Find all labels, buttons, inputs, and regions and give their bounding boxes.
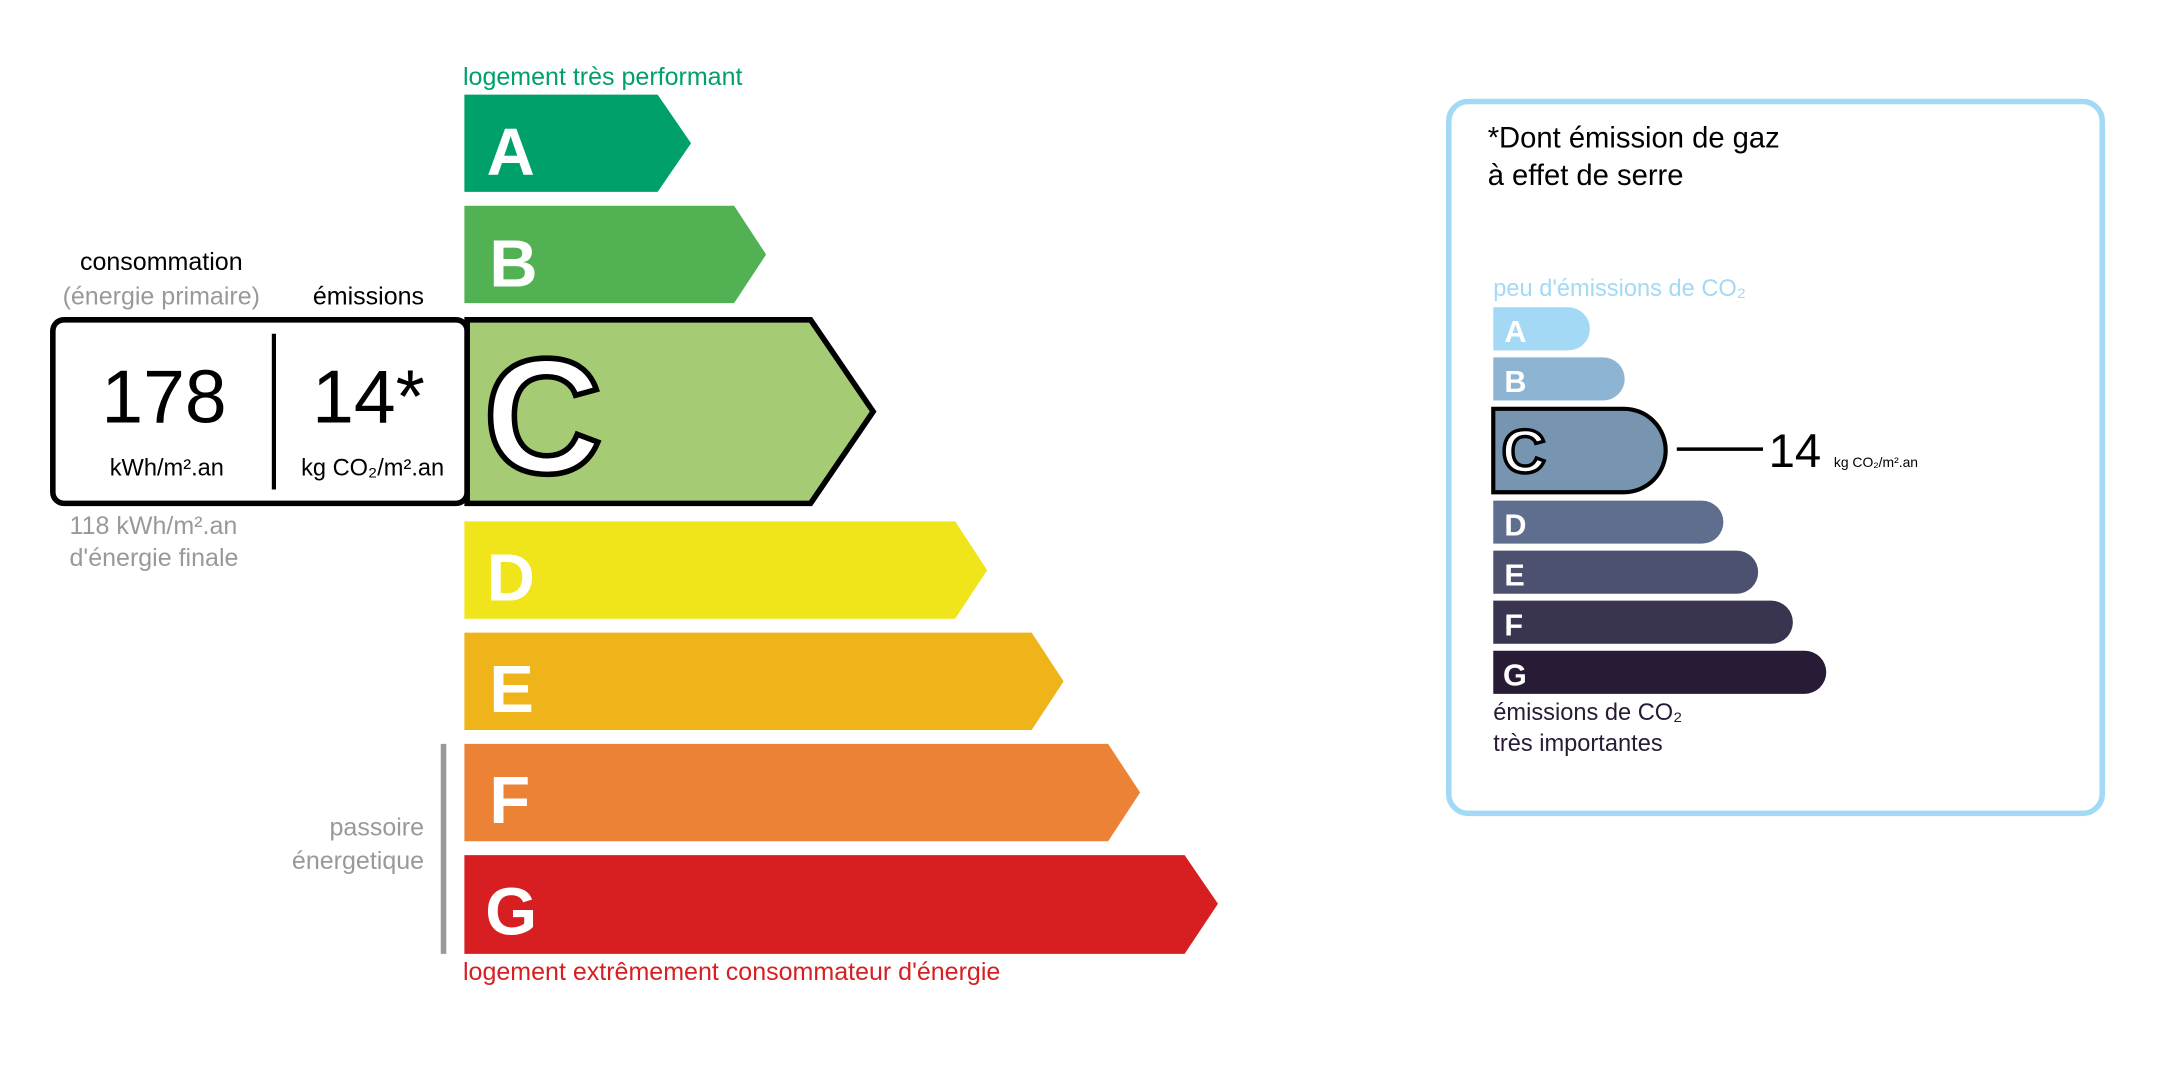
energy-letter-a: A <box>487 116 535 190</box>
consumption-unit: kWh/m².an <box>110 456 224 482</box>
energy-letter-g: G <box>485 875 537 949</box>
emissions-value: 14* <box>312 355 425 439</box>
final-energy-value: 118 kWh/m².an <box>70 512 238 540</box>
ges-bottom-label-2: très importantes <box>1493 731 1662 757</box>
energy-bar-e <box>464 632 1064 730</box>
energy-bar-c <box>464 317 877 507</box>
ges-bar-g <box>1493 650 1827 694</box>
energy-top-label: logement très performant <box>463 63 743 91</box>
ges-title-1: *Dont émission de gaz <box>1488 122 1780 154</box>
ges-top-label: peu d'émissions de CO₂ <box>1493 276 1746 302</box>
emissions-header: émissions <box>313 283 424 311</box>
ges-bar-c <box>1491 406 1668 495</box>
energy-bar-g <box>464 855 1218 954</box>
ges-value: 14 <box>1769 425 1822 478</box>
final-energy-label: d'énergie finale <box>70 544 239 572</box>
ges-letter-g: G <box>1503 658 1527 692</box>
ges-letter-c: C <box>1502 418 1546 486</box>
energy-bar-f <box>464 743 1141 842</box>
ges-unit: kg CO₂/m².an <box>1834 454 1918 470</box>
energy-letter-e: E <box>489 653 534 727</box>
ges-letter-b: B <box>1504 365 1526 399</box>
ges-letter-d: D <box>1504 508 1526 542</box>
consumption-value: 178 <box>101 355 226 439</box>
ges-letter-e: E <box>1504 558 1524 592</box>
energy-letter-c: C <box>484 324 602 508</box>
ges-bar-a <box>1493 307 1590 351</box>
ges-letter-a: A <box>1504 315 1526 349</box>
ges-letter-f: F <box>1504 608 1523 642</box>
energy-bar-b <box>464 205 767 304</box>
consumption-subheader: (énergie primaire) <box>63 283 260 311</box>
ges-title-2: à effet de serre <box>1488 160 1684 192</box>
energy-bar-d <box>464 521 988 619</box>
energy-bottom-label: logement extrêmement consommateur d'éner… <box>463 958 1000 986</box>
ges-bottom-label-1: émissions de CO₂ <box>1493 700 1682 726</box>
energy-letter-f: F <box>489 764 530 838</box>
energy-letter-d: D <box>487 542 535 616</box>
ges-bar-b <box>1493 357 1625 401</box>
energy-letter-b: B <box>489 227 537 301</box>
consumption-header: consommation <box>80 248 243 276</box>
passoire-label-2: énergetique <box>292 847 424 875</box>
energy-bar-a <box>464 94 692 192</box>
passoire-label-1: passoire <box>330 814 425 842</box>
emissions-unit: kg CO₂/m².an <box>301 456 444 482</box>
ges-bar-f <box>1493 600 1793 644</box>
ges-bar-d <box>1493 500 1724 544</box>
ges-bar-e <box>1493 550 1759 594</box>
